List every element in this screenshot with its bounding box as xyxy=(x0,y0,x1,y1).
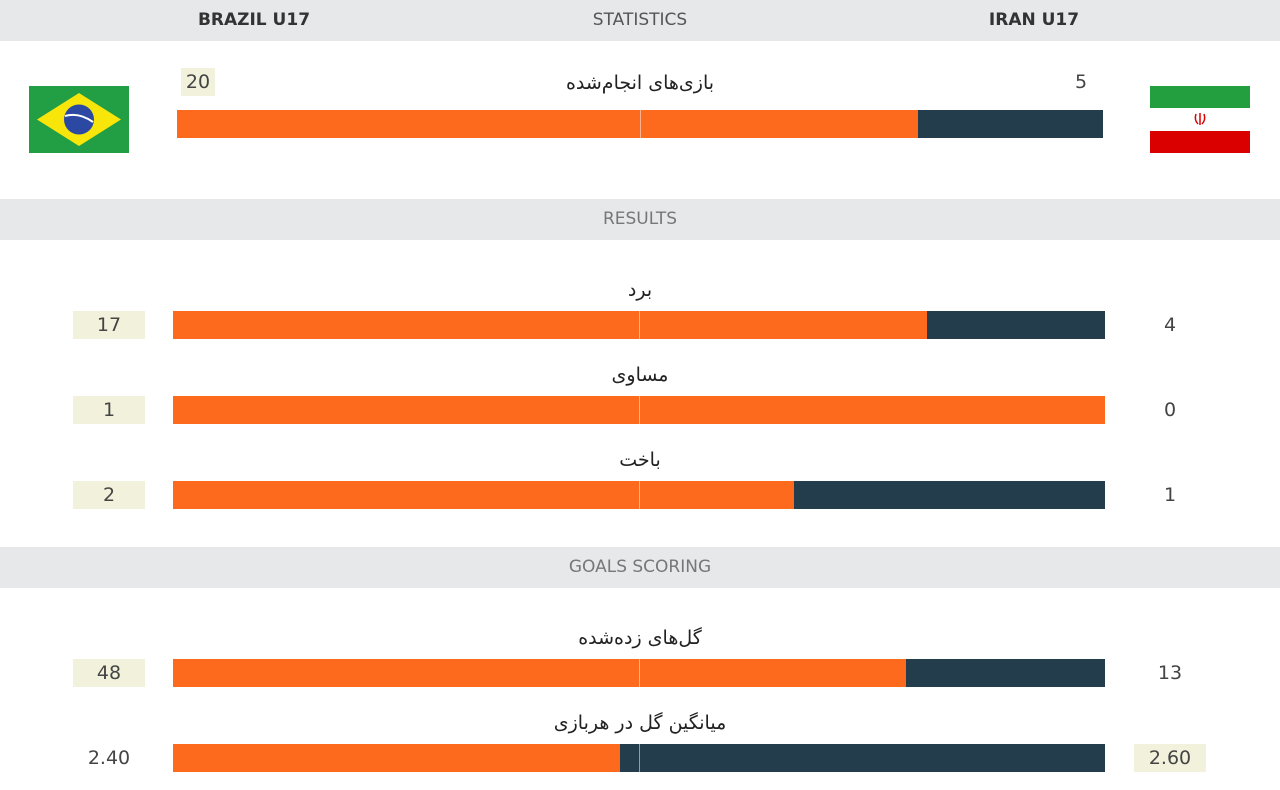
section-title: GOALS SCORING xyxy=(568,557,712,577)
home-value: 2.40 xyxy=(87,747,131,769)
away-value: 1 xyxy=(1163,484,1177,506)
iran-flag xyxy=(1150,86,1250,153)
stat-label: بازی‌های انجام‌شده xyxy=(565,72,715,94)
home-bar xyxy=(173,659,907,687)
brazil-flag xyxy=(29,86,129,153)
home-value: 1 xyxy=(73,396,145,424)
header-title: STATISTICS xyxy=(592,10,688,30)
away-bar xyxy=(794,481,1105,509)
away-bar xyxy=(927,311,1105,339)
home-value: 17 xyxy=(73,311,145,339)
home-value: 2 xyxy=(73,481,145,509)
home-bar xyxy=(177,110,918,138)
away-value: 13 xyxy=(1157,662,1183,684)
stat-label: باخت xyxy=(619,449,661,471)
stat-label: میانگین گل در هربازی xyxy=(553,712,727,734)
center-line xyxy=(639,481,640,509)
center-line xyxy=(639,659,640,687)
away-value: 4 xyxy=(1163,314,1177,336)
away-value: 2.60 xyxy=(1134,744,1206,772)
away-team: IRAN U17 xyxy=(988,10,1080,30)
home-team: BRAZIL U17 xyxy=(197,10,311,30)
section-band xyxy=(0,547,1280,588)
away-bar xyxy=(917,110,1103,138)
section-band xyxy=(0,199,1280,240)
away-value: 0 xyxy=(1163,399,1177,421)
away-value: 5 xyxy=(1074,71,1088,93)
home-value: 48 xyxy=(73,659,145,687)
header-band xyxy=(0,0,1280,41)
center-line xyxy=(640,110,641,138)
center-line xyxy=(639,744,640,772)
stat-label: مساوی xyxy=(611,364,669,386)
stat-label: گل‌های زده‌شده xyxy=(578,627,702,649)
stat-label: برد xyxy=(627,279,653,301)
away-bar xyxy=(906,659,1105,687)
home-bar xyxy=(173,311,928,339)
home-bar xyxy=(173,744,621,772)
section-title: RESULTS xyxy=(602,209,678,229)
center-line xyxy=(639,396,640,424)
center-line xyxy=(639,311,640,339)
away-bar xyxy=(620,744,1105,772)
home-value: 20 xyxy=(181,68,215,96)
home-bar xyxy=(173,481,795,509)
